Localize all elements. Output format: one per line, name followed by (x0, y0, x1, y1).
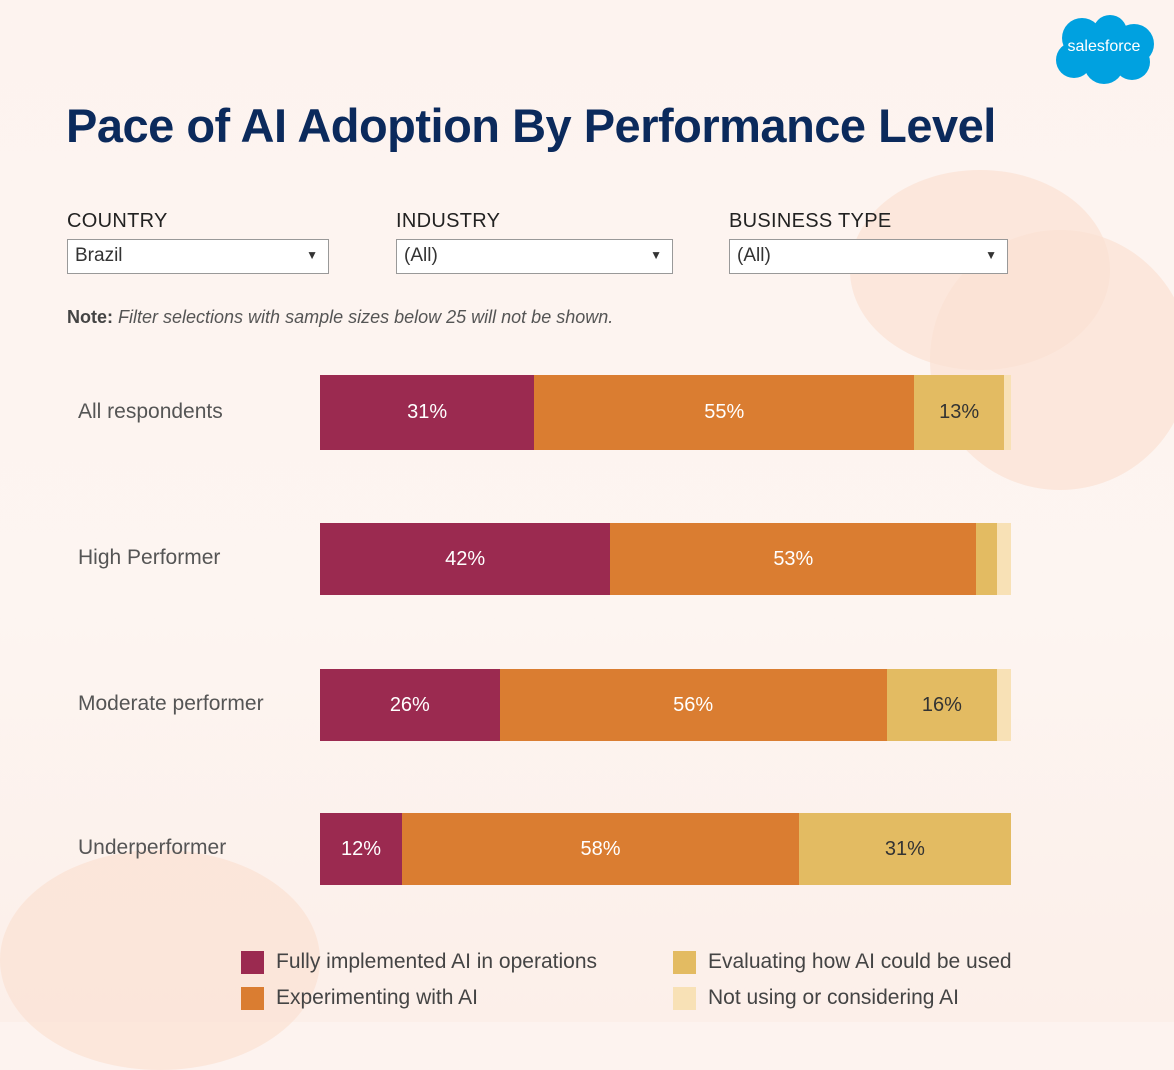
legend-item: Experimenting with AI (241, 986, 478, 1010)
legend-item: Evaluating how AI could be used (673, 950, 1012, 974)
legend-label: Evaluating how AI could be used (708, 950, 1012, 973)
bar-segment[interactable]: 31% (320, 375, 535, 450)
bar-segment[interactable]: 13% (914, 375, 1005, 450)
filter-label: BUSINESS TYPE (729, 210, 892, 232)
dropdown-value: (All) (737, 245, 771, 266)
bar-segment[interactable] (997, 523, 1011, 595)
country-dropdown[interactable]: Brazil ▼ (67, 239, 329, 274)
category-label: Moderate performer (78, 692, 264, 715)
legend-item: Fully implemented AI in operations (241, 950, 597, 974)
salesforce-logo (1056, 15, 1154, 84)
industry-dropdown[interactable]: (All) ▼ (396, 239, 673, 274)
bar-segment[interactable]: 58% (402, 813, 799, 885)
category-label: High Performer (78, 546, 221, 569)
note-prefix: Note: (67, 307, 113, 327)
legend-swatch (673, 950, 696, 974)
bar-segment[interactable]: 16% (886, 669, 998, 741)
bar-segment[interactable]: 12% (320, 813, 403, 885)
legend-swatch (241, 950, 264, 974)
bar-segment[interactable]: 53% (610, 523, 977, 595)
legend-item: Not using or considering AI (673, 986, 959, 1010)
filter-industry: INDUSTRY (All) ▼ (396, 210, 673, 274)
bar-segment[interactable] (997, 669, 1011, 741)
page-title: Pace of AI Adoption By Performance Level (66, 99, 996, 152)
bar-segment[interactable] (976, 523, 998, 595)
filter-label: INDUSTRY (396, 210, 501, 232)
bar-segment[interactable]: 31% (798, 813, 1011, 885)
category-label: Underperformer (78, 836, 227, 859)
note: Note: Filter selections with sample size… (67, 307, 613, 328)
legend-label: Fully implemented AI in operations (276, 950, 597, 973)
category-label: All respondents (78, 399, 223, 423)
legend-label: Experimenting with AI (276, 986, 478, 1009)
bar-segment[interactable] (1004, 375, 1011, 450)
chevron-down-icon: ▼ (985, 248, 997, 262)
legend-swatch (241, 986, 264, 1010)
legend-label: Not using or considering AI (708, 986, 959, 1009)
chevron-down-icon: ▼ (650, 248, 662, 262)
bar-segment[interactable]: 26% (320, 669, 500, 741)
legend-swatch (673, 986, 696, 1010)
filter-country: COUNTRY Brazil ▼ (67, 210, 329, 274)
chevron-down-icon: ▼ (306, 248, 318, 262)
bar-segment[interactable]: 42% (320, 523, 611, 595)
bar-segment[interactable]: 56% (499, 669, 887, 741)
dropdown-value: (All) (404, 245, 438, 266)
filter-business-type: BUSINESS TYPE (All) ▼ (729, 210, 1008, 274)
logo-text: salesforce (1067, 38, 1141, 55)
filter-label: COUNTRY (67, 210, 168, 232)
business-type-dropdown[interactable]: (All) ▼ (729, 239, 1008, 274)
note-text: Filter selections with sample sizes belo… (118, 307, 614, 327)
bar-segment[interactable]: 55% (534, 375, 915, 450)
dropdown-value: Brazil (75, 245, 123, 266)
